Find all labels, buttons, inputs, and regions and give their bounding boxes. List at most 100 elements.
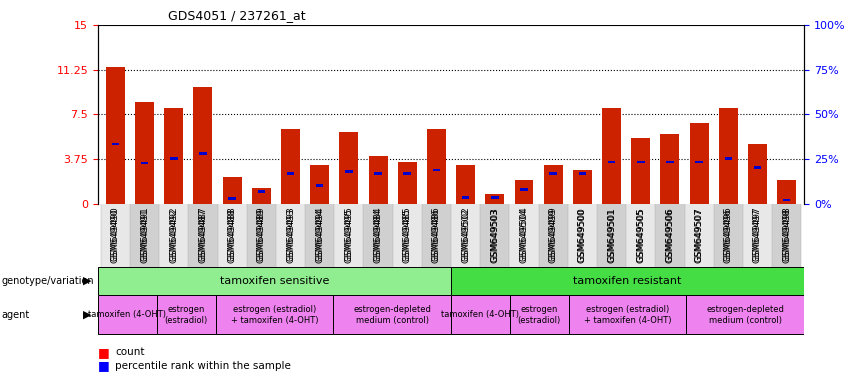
Text: agent: agent xyxy=(2,310,30,320)
Text: GSM649503: GSM649503 xyxy=(490,209,500,263)
Bar xyxy=(397,162,417,204)
Text: GSM649496: GSM649496 xyxy=(724,209,733,263)
Bar xyxy=(777,180,797,204)
Text: GSM649504: GSM649504 xyxy=(519,209,528,263)
Text: GSM649500: GSM649500 xyxy=(578,209,587,263)
Bar xyxy=(748,144,767,204)
Bar xyxy=(164,108,183,204)
Text: GSM649484: GSM649484 xyxy=(374,207,383,262)
Bar xyxy=(608,161,615,163)
Text: GSM649495: GSM649495 xyxy=(345,207,353,262)
Text: GSM649496: GSM649496 xyxy=(724,207,733,262)
Bar xyxy=(193,87,213,204)
Bar xyxy=(520,188,528,190)
Text: GSM649501: GSM649501 xyxy=(607,209,616,263)
Bar xyxy=(695,161,703,163)
Text: GSM649504: GSM649504 xyxy=(519,207,528,262)
Text: GSM649499: GSM649499 xyxy=(549,209,557,263)
Bar xyxy=(684,204,714,267)
Text: GSM649503: GSM649503 xyxy=(490,207,500,262)
Bar xyxy=(687,295,804,334)
Bar xyxy=(660,134,679,204)
Bar xyxy=(462,196,470,199)
Text: GSM649490: GSM649490 xyxy=(111,209,120,263)
Bar xyxy=(451,204,480,267)
Text: GSM649505: GSM649505 xyxy=(637,209,645,263)
Text: ■: ■ xyxy=(98,346,110,359)
Text: GSM649487: GSM649487 xyxy=(198,207,208,262)
Text: GDS4051 / 237261_at: GDS4051 / 237261_at xyxy=(168,9,306,22)
Text: GSM649491: GSM649491 xyxy=(140,207,149,262)
Text: GSM649494: GSM649494 xyxy=(315,209,324,263)
Text: estrogen (estradiol)
+ tamoxifen (4-OHT): estrogen (estradiol) + tamoxifen (4-OHT) xyxy=(584,305,671,325)
Bar xyxy=(363,204,392,267)
Bar xyxy=(276,204,306,267)
Bar xyxy=(334,295,451,334)
Text: GSM649489: GSM649489 xyxy=(257,209,266,263)
Bar xyxy=(159,204,188,267)
Text: ■: ■ xyxy=(98,359,110,372)
Text: GSM649497: GSM649497 xyxy=(753,209,762,263)
Text: tamoxifen (4-OHT): tamoxifen (4-OHT) xyxy=(89,310,166,319)
Bar xyxy=(689,122,709,204)
Text: GSM649499: GSM649499 xyxy=(549,207,557,262)
Bar xyxy=(98,295,157,334)
Bar xyxy=(573,170,591,204)
Bar xyxy=(340,132,358,204)
Text: GSM649498: GSM649498 xyxy=(782,209,791,263)
Text: percentile rank within the sample: percentile rank within the sample xyxy=(115,361,291,371)
Bar xyxy=(510,204,539,267)
Text: genotype/variation: genotype/variation xyxy=(2,276,94,286)
Text: estrogen-depleted
medium (control): estrogen-depleted medium (control) xyxy=(353,305,431,325)
Text: GSM649501: GSM649501 xyxy=(607,207,616,262)
Bar xyxy=(714,204,743,267)
Text: GSM649492: GSM649492 xyxy=(169,209,178,263)
Bar xyxy=(135,103,154,204)
Bar xyxy=(637,161,644,163)
Bar xyxy=(199,152,207,155)
Bar xyxy=(281,129,300,204)
Text: estrogen
(estradiol): estrogen (estradiol) xyxy=(517,305,561,325)
Text: GSM649498: GSM649498 xyxy=(782,207,791,262)
Bar xyxy=(334,204,363,267)
Text: GSM649485: GSM649485 xyxy=(403,209,412,263)
Bar xyxy=(130,204,159,267)
Bar xyxy=(223,177,242,204)
Text: GSM649485: GSM649485 xyxy=(403,207,412,262)
Text: estrogen-depleted
medium (control): estrogen-depleted medium (control) xyxy=(706,305,785,325)
Text: ▶: ▶ xyxy=(83,310,92,320)
Text: ▶: ▶ xyxy=(83,276,92,286)
Bar xyxy=(432,169,440,172)
Bar xyxy=(106,67,125,204)
Bar xyxy=(550,172,557,175)
Text: GSM649491: GSM649491 xyxy=(140,209,149,263)
Text: GSM649493: GSM649493 xyxy=(286,209,295,263)
Text: estrogen (estradiol)
+ tamoxifen (4-OHT): estrogen (estradiol) + tamoxifen (4-OHT) xyxy=(231,305,318,325)
Bar xyxy=(157,295,215,334)
Text: GSM649486: GSM649486 xyxy=(432,209,441,263)
Bar xyxy=(403,172,411,175)
Bar xyxy=(666,161,674,163)
Bar xyxy=(427,129,446,204)
Text: GSM649493: GSM649493 xyxy=(286,207,295,262)
Bar xyxy=(597,204,626,267)
Text: tamoxifen resistant: tamoxifen resistant xyxy=(574,276,682,286)
Bar xyxy=(170,157,178,160)
Bar xyxy=(111,143,119,145)
Bar xyxy=(345,170,352,173)
Bar xyxy=(456,166,475,204)
Bar xyxy=(626,204,655,267)
Text: GSM649492: GSM649492 xyxy=(169,207,178,262)
Text: GSM649497: GSM649497 xyxy=(753,207,762,262)
Text: GSM649500: GSM649500 xyxy=(578,207,587,262)
Text: GSM649490: GSM649490 xyxy=(111,207,120,262)
Text: GSM649502: GSM649502 xyxy=(461,207,470,262)
Bar xyxy=(98,267,451,295)
Bar xyxy=(754,167,762,169)
Bar xyxy=(602,108,621,204)
Text: GSM649486: GSM649486 xyxy=(432,207,441,262)
Bar xyxy=(568,204,597,267)
Bar xyxy=(539,204,568,267)
Bar xyxy=(218,204,247,267)
Bar xyxy=(544,166,563,204)
